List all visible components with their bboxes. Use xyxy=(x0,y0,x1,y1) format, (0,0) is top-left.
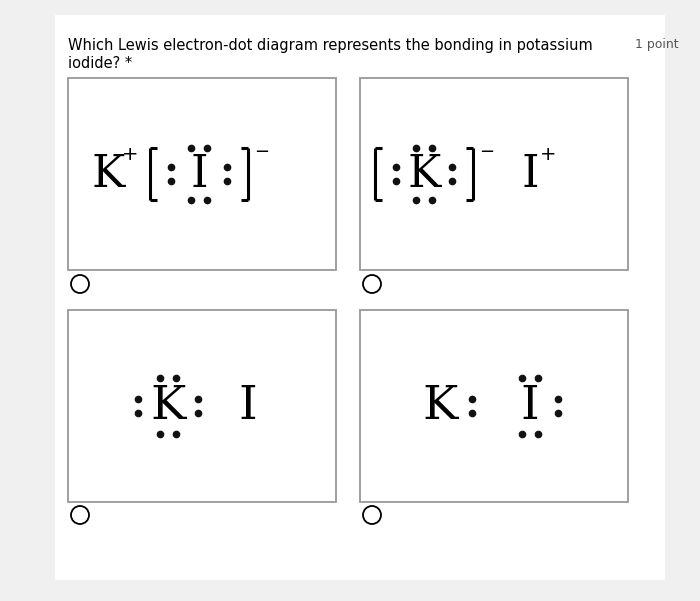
Text: Which Lewis electron-dot diagram represents the bonding in potassium: Which Lewis electron-dot diagram represe… xyxy=(68,38,593,53)
Text: K: K xyxy=(422,383,458,429)
Text: I: I xyxy=(521,383,540,429)
Text: 1 point: 1 point xyxy=(635,38,678,51)
Text: I: I xyxy=(239,383,258,429)
Text: iodide? *: iodide? * xyxy=(68,56,132,71)
Text: I: I xyxy=(190,153,208,195)
Text: +: + xyxy=(122,144,139,163)
Circle shape xyxy=(71,275,89,293)
Text: K: K xyxy=(150,383,186,429)
Circle shape xyxy=(71,506,89,524)
Bar xyxy=(68,78,336,270)
Bar xyxy=(68,310,336,502)
Text: +: + xyxy=(540,144,557,163)
Text: −: − xyxy=(479,143,494,161)
Text: I: I xyxy=(522,153,539,195)
Text: K: K xyxy=(92,153,125,195)
Circle shape xyxy=(363,506,381,524)
Text: K: K xyxy=(407,153,440,195)
Circle shape xyxy=(363,275,381,293)
Bar xyxy=(360,78,628,270)
Bar xyxy=(55,15,665,580)
Text: −: − xyxy=(254,143,269,161)
Bar xyxy=(360,310,628,502)
